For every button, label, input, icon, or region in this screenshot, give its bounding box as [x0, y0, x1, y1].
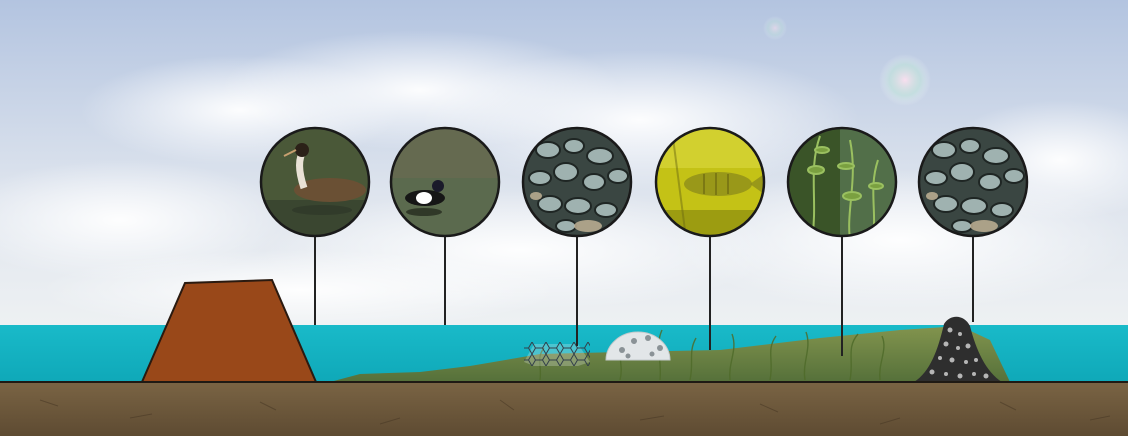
soil-texture — [39, 399, 1111, 425]
stone-mound — [914, 316, 1002, 382]
mussel-photo-circle-2 — [917, 126, 1029, 238]
perch-fish-icon — [684, 172, 752, 196]
lens-flare-small — [763, 16, 787, 40]
grebe-body-icon — [294, 178, 366, 202]
water-plants — [539, 329, 885, 381]
reef-dome — [605, 331, 671, 361]
zebra-mussels-icon — [528, 138, 629, 233]
soil-layer — [0, 382, 1128, 436]
perch-photo-circle — [654, 126, 766, 238]
tufted-duck-photo-circle — [389, 126, 501, 238]
shoal-bank — [330, 326, 1010, 382]
lens-flare — [879, 54, 931, 106]
mussel-photo-circle — [521, 126, 633, 238]
pointer-lines — [314, 236, 974, 356]
honeycomb-mesh-structure — [524, 342, 590, 366]
